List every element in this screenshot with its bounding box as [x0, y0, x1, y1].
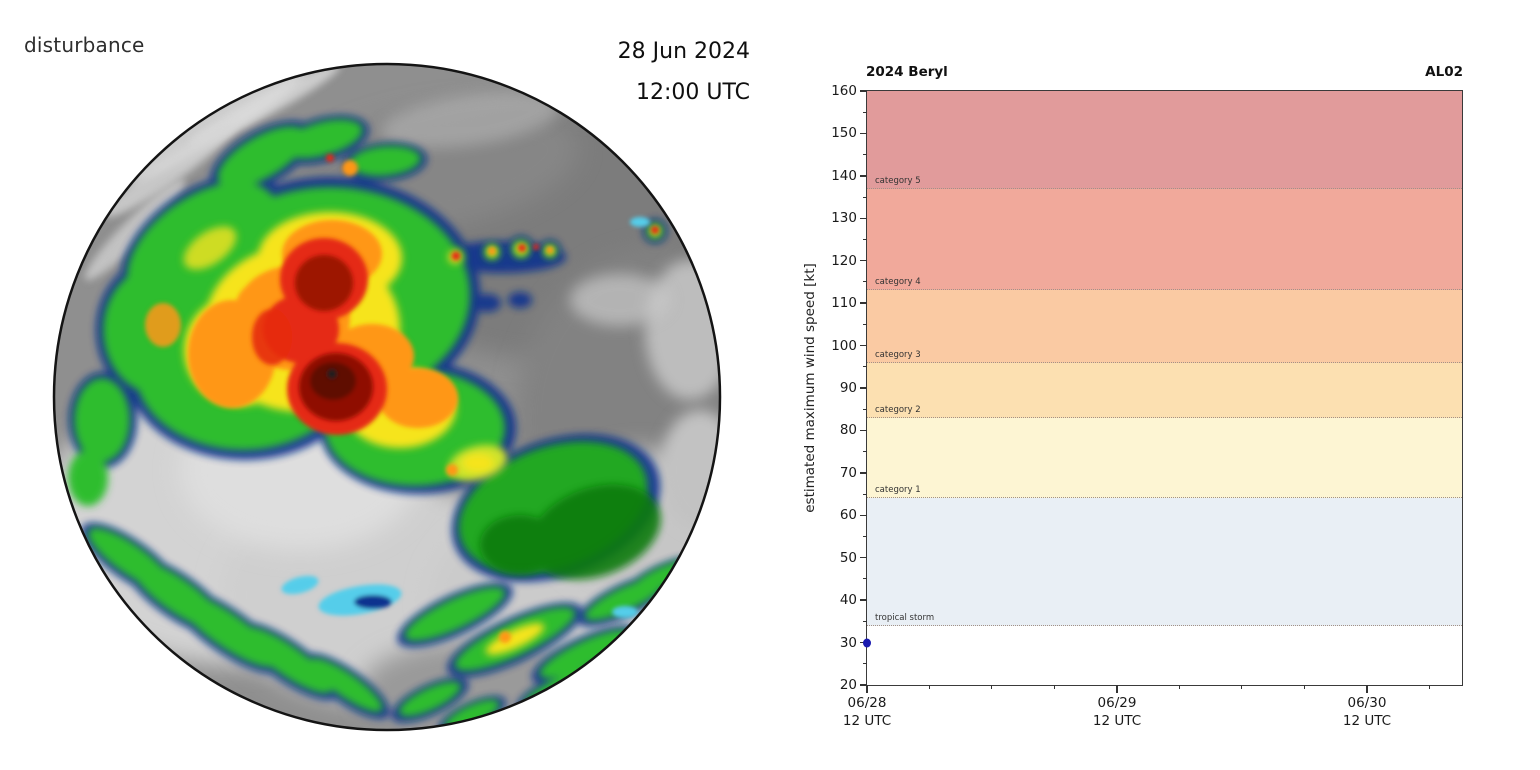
- x-tick-time: 12 UTC: [1092, 713, 1142, 729]
- x-tick-date: 06/29: [1097, 695, 1137, 711]
- y-axis-tick-label: 20: [839, 677, 857, 693]
- y-axis-tick: [860, 387, 867, 389]
- y-axis-tick-label: 140: [831, 167, 857, 184]
- intensity-band-tropical-storm: tropical storm: [867, 498, 1462, 626]
- y-axis-minor-tick: [863, 493, 867, 495]
- y-axis-tick: [860, 132, 867, 135]
- band-label: category 2: [875, 404, 921, 415]
- x-axis-tick: [866, 685, 868, 693]
- x-axis-tick-label: 06/28 12 UTC: [843, 694, 891, 730]
- y-axis-tick-label: 130: [831, 210, 857, 227]
- x-axis-minor-tick: [1303, 685, 1305, 689]
- y-axis-tick-label: 40: [839, 592, 857, 609]
- chart-title: 2024 Beryl: [866, 64, 948, 80]
- wind-speed-datapoint: [863, 638, 871, 648]
- y-axis-tick: [860, 514, 867, 516]
- y-axis-tick: [860, 217, 867, 219]
- x-axis-tick-label: 06/30 12 UTC: [1343, 694, 1391, 730]
- x-axis-minor-tick: [1428, 685, 1430, 689]
- x-axis-tick-label: 06/29 12 UTC: [1093, 694, 1141, 730]
- y-axis-tick-label: 120: [831, 252, 857, 269]
- observation-time: 12:00 UTC: [635, 80, 750, 105]
- y-axis-tick: [860, 599, 867, 601]
- x-axis-tick: [1366, 685, 1368, 693]
- y-axis-tick-label: 30: [839, 634, 857, 651]
- plot-area: tropical storm category 1 category 2 catego…: [831, 83, 1463, 729]
- y-axis-minor-tick: [863, 239, 867, 240]
- ir-darkred-cores: [295, 255, 373, 421]
- band-label: tropical storm: [875, 612, 935, 623]
- y-axis-title: estimated maximum wind speed [kt]: [802, 263, 818, 513]
- intensity-band-category-5: category 5: [867, 91, 1462, 189]
- x-tick-date: 06/28: [847, 695, 887, 711]
- x-axis-minor-tick: [928, 685, 930, 689]
- y-axis-minor-tick: [863, 154, 867, 156]
- x-axis-minor-tick: [991, 685, 993, 689]
- observation-date: 28 Jun 2024: [617, 39, 750, 64]
- y-axis-tick-label: 90: [839, 380, 857, 396]
- x-axis-tick: [1116, 685, 1118, 693]
- x-tick-time: 12 UTC: [842, 713, 892, 729]
- y-axis-tick-label: 160: [831, 83, 857, 99]
- y-axis-tick-label: 80: [839, 422, 857, 439]
- band-label: category 3: [875, 349, 921, 360]
- satellite-image: [52, 62, 722, 732]
- y-axis-tick-label: 50: [839, 549, 857, 566]
- x-axis-minor-tick: [1241, 685, 1243, 689]
- y-axis-tick-label: 60: [839, 507, 857, 524]
- y-axis-tick: [860, 260, 867, 262]
- x-tick-date: 06/30: [1347, 695, 1387, 711]
- storm-id-label: AL02: [1425, 64, 1463, 80]
- y-axis-minor-tick: [863, 366, 867, 368]
- y-axis-tick-label: 150: [831, 125, 857, 142]
- y-axis-minor-tick: [863, 620, 867, 622]
- x-tick-time: 12 UTC: [1342, 713, 1392, 729]
- band-label: category 1: [875, 485, 921, 496]
- y-axis-minor-tick: [863, 536, 867, 537]
- y-axis-minor-tick: [863, 281, 867, 283]
- band-label: category 4: [875, 277, 921, 288]
- intensity-band-category-4: category 4: [867, 188, 1462, 291]
- storm-classification-label: disturbance: [24, 33, 145, 57]
- satellite-cloud-field: [54, 64, 720, 730]
- x-axis-minor-tick: [1053, 685, 1055, 689]
- y-axis-tick: [860, 472, 867, 474]
- y-axis-minor-tick: [863, 323, 867, 325]
- satellite-disc-edge: [52, 62, 722, 732]
- chart-titlebar: 2024 Beryl AL02: [866, 64, 1463, 80]
- y-axis-tick: [860, 344, 867, 347]
- y-axis-tick: [860, 557, 867, 559]
- y-axis-minor-tick: [863, 663, 867, 665]
- y-axis-tick: [860, 429, 867, 432]
- band-label: category 5: [875, 175, 921, 186]
- y-axis-tick: [860, 175, 867, 177]
- intensity-band-category-1: category 1: [867, 417, 1462, 499]
- y-axis-tick-label: 110: [831, 295, 857, 312]
- y-axis-tick-label: 100: [831, 337, 857, 354]
- y-axis-minor-tick: [863, 408, 867, 410]
- satellite-panel: [52, 62, 722, 732]
- ir-cyan-patches: [281, 217, 650, 618]
- y-axis-tick: [860, 302, 867, 304]
- y-axis-tick-label: 70: [839, 464, 857, 481]
- observation-datetime: 28 Jun 2024 12:00 UTC: [618, 31, 750, 113]
- y-axis-minor-tick: [863, 196, 867, 198]
- x-axis-minor-tick: [1178, 685, 1180, 689]
- intensity-band-category-3: category 3: [867, 290, 1462, 363]
- y-axis-tick: [860, 90, 867, 92]
- y-axis-minor-tick: [863, 578, 867, 580]
- y-axis-tick: [860, 684, 867, 686]
- y-axis-minor-tick: [863, 111, 867, 113]
- y-axis-minor-tick: [863, 451, 867, 453]
- intensity-band-category-2: category 2: [867, 362, 1462, 418]
